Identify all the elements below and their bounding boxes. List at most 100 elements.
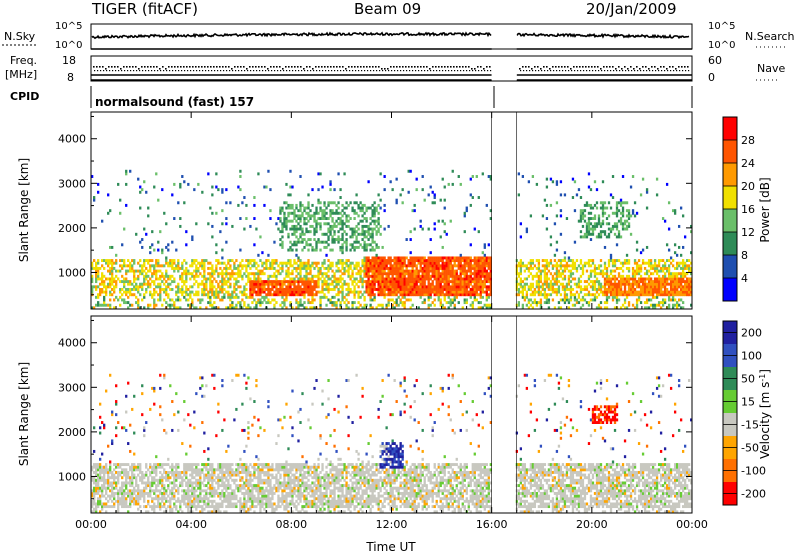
power-cell: [623, 287, 627, 291]
vel-cell: [105, 481, 108, 485]
power-cell: [335, 277, 338, 281]
power-cell: [397, 264, 400, 268]
power-cell: [533, 301, 537, 305]
power-cell: [363, 256, 366, 260]
power-cell: [251, 293, 254, 297]
freq-dot: [190, 70, 192, 72]
power-cell: [467, 259, 470, 263]
power-cell: [277, 272, 280, 276]
power-cell: [665, 280, 669, 284]
power-cell: [141, 272, 144, 276]
power-cell: [287, 193, 290, 197]
freq-dot: [291, 66, 293, 68]
beam-title: Beam 09: [354, 0, 421, 18]
power-cell: [423, 280, 426, 284]
power-cell: [579, 261, 583, 265]
power-cell: [663, 301, 667, 305]
power-cell: [269, 282, 272, 286]
power-cell: [627, 274, 631, 278]
power-cell: [249, 295, 252, 299]
power-cell: [433, 303, 436, 307]
power-cell: [619, 266, 623, 270]
power-cell: [329, 277, 332, 281]
vel-cell: [95, 486, 98, 490]
power-cell: [661, 298, 665, 302]
power-cell: [109, 259, 112, 263]
power-cell: [559, 261, 563, 265]
power-cell: [173, 269, 176, 273]
power-cell: [91, 287, 94, 291]
power-cell: [435, 274, 438, 278]
power-cell: [467, 274, 470, 278]
power-cell: [163, 277, 166, 281]
power-cell: [469, 259, 472, 263]
power-cell: [597, 219, 601, 223]
power-cell: [465, 206, 468, 210]
power-cell: [131, 266, 134, 270]
power-cell: [439, 282, 442, 286]
power-cell: [609, 269, 613, 273]
freq-dot: [468, 66, 470, 68]
power-cell: [99, 290, 102, 294]
freq-dot: [481, 70, 483, 72]
nave-tick-bottom: 0: [708, 71, 715, 84]
power-cell: [575, 290, 579, 294]
power-cell: [539, 285, 543, 289]
vel-cell: [101, 489, 104, 493]
power-cell: [381, 277, 384, 281]
power-cell: [317, 269, 320, 273]
power-cell: [315, 280, 318, 284]
freq-dot: [487, 70, 489, 72]
power-cell: [287, 235, 290, 239]
power-cell: [597, 287, 601, 291]
freq-dot: [109, 70, 111, 72]
power-cell: [359, 269, 362, 273]
power-cell: [657, 264, 661, 268]
power-cell: [407, 259, 410, 263]
power-cell: [93, 259, 96, 263]
power-cell: [99, 293, 102, 297]
power-cell: [287, 248, 290, 252]
power-cell: [357, 295, 360, 299]
power-cell: [251, 285, 254, 289]
power-cell: [299, 303, 302, 307]
power-cell: [155, 272, 158, 276]
power-cell: [671, 298, 675, 302]
power-cell: [453, 264, 456, 268]
power-cell: [109, 293, 112, 297]
power-cell: [287, 282, 290, 286]
power-cell: [607, 274, 611, 278]
power-cell: [563, 277, 567, 281]
power-cell: [479, 261, 482, 265]
vel-cell: [91, 476, 94, 480]
power-cell: [151, 230, 154, 234]
power-cell: [325, 280, 328, 284]
freq-dot: [549, 68, 551, 70]
vel-cell: [117, 505, 120, 509]
power-cell: [203, 287, 206, 291]
power-cell: [587, 230, 591, 234]
power-cell: [679, 285, 683, 289]
power-cell: [673, 277, 677, 281]
power-cell: [353, 201, 356, 205]
power-cell: [301, 280, 304, 284]
power-cell: [619, 222, 623, 226]
power-cell: [413, 259, 416, 263]
freq-dot: [246, 68, 248, 70]
power-cell: [333, 224, 336, 228]
power-cell: [131, 293, 134, 297]
power-cell: [311, 285, 314, 289]
power-cell: [577, 264, 581, 268]
power-cell: [443, 285, 446, 289]
freq-dot: [655, 70, 657, 72]
power-cell: [685, 287, 689, 291]
power-cell: [423, 266, 426, 270]
power-cell: [543, 198, 547, 202]
power-cell: [429, 238, 432, 242]
power-cell: [435, 290, 438, 294]
power-cell: [147, 303, 150, 307]
power-cell: [687, 264, 691, 268]
power-cell: [603, 261, 607, 265]
vel-cell: [103, 473, 106, 477]
